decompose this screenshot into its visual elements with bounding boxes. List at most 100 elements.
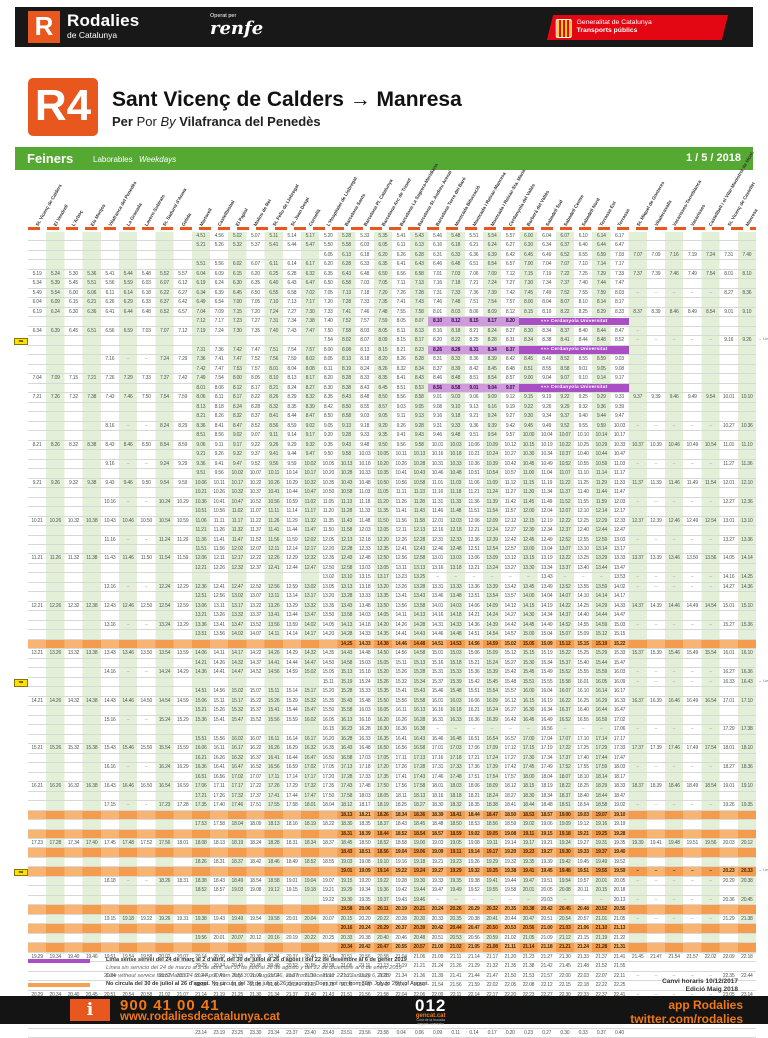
time-cell: 17.17	[613, 735, 626, 742]
time-cell: 13.58	[413, 602, 426, 609]
time-cell: 13.01	[722, 517, 735, 524]
time-cell: 8.02	[305, 356, 315, 363]
skip-cell: –	[690, 915, 694, 922]
daytype-ca: Feiners	[27, 151, 74, 166]
time-cell: 14.32	[67, 697, 80, 704]
time-cell: 8.59	[596, 356, 606, 363]
time-cell: 19.28	[613, 830, 626, 837]
time-cell: 14.46	[395, 640, 407, 647]
time-cell: 20.36	[722, 896, 735, 903]
time-cell: 7.48	[378, 308, 388, 315]
table-row: 14.16– –14.24 14.29 14.36 14.41 14.47 14.52 14.…	[28, 668, 756, 678]
time-cell: 8.48	[451, 375, 461, 382]
time-cell: 18.11	[395, 792, 407, 799]
time-cell: 9.37	[560, 413, 570, 420]
time-cell: 16.43	[340, 745, 353, 752]
time-cell: 9.47	[305, 451, 315, 458]
time-cell: 12.59	[176, 602, 189, 609]
time-cell: 13.04	[540, 545, 553, 552]
time-cell: 16.15	[322, 726, 335, 733]
time-cell: 7.52	[251, 356, 260, 363]
time-cell: 7.54	[160, 394, 169, 401]
time-cell: 19.25	[595, 830, 608, 837]
time-cell: 15.25	[577, 650, 589, 657]
skip-cell: –	[654, 574, 658, 581]
time-cell: 8.56	[396, 394, 406, 401]
time-cell: 12.56	[395, 555, 407, 562]
time-cell: 18.44	[595, 792, 608, 799]
time-cell: 5.14	[287, 233, 297, 239]
time-cell: 12.32	[67, 602, 80, 609]
time-cell: 15.54	[158, 745, 171, 752]
time-cell: 19.34	[358, 887, 371, 894]
time-cell: 14.38	[377, 640, 389, 647]
time-cell: 14.37	[559, 612, 571, 619]
time-cell: 11.52	[559, 498, 571, 505]
time-cell: 19.01	[340, 868, 353, 875]
time-cell: 19.31	[595, 840, 608, 846]
table-row: 14.21 14.26 14.32 14.37 14.41 14.44 14.47 14.50…	[28, 659, 756, 669]
time-cell: 10.44	[595, 451, 608, 458]
time-cell: 14.37	[631, 602, 644, 609]
time-cell: 13.31	[431, 583, 444, 590]
time-cell: 13.39	[486, 583, 498, 590]
time-cell: 6.59	[596, 251, 606, 258]
time-cell: 10.47	[231, 498, 244, 505]
time-cell: 21.35	[504, 963, 517, 970]
time-cell: 21.21	[340, 972, 353, 979]
time-cell: 15.13	[340, 669, 353, 676]
time-cell: 15.29	[595, 650, 608, 657]
time-cell: 9.22	[524, 403, 533, 410]
time-cell: 7.15	[69, 375, 78, 382]
time-cell: 13.49	[540, 583, 553, 590]
time-cell: 9.51	[196, 470, 206, 477]
time-cell: 7.04	[196, 308, 206, 315]
time-cell: 5.41	[105, 270, 115, 277]
time-cell: 12.20	[377, 536, 389, 543]
skip-cell: –	[654, 802, 658, 809]
skip-cell: –	[563, 726, 567, 733]
time-cell: 17.20	[322, 773, 335, 780]
time-cell: 21.47	[486, 972, 498, 979]
time-cell: 14.14	[741, 555, 753, 562]
time-cell: 9.37	[251, 451, 260, 458]
skip-cell: –	[636, 896, 639, 903]
time-cell: 15.36	[741, 621, 753, 628]
time-cell: 20.11	[577, 887, 589, 894]
skip-cell: –	[690, 972, 694, 979]
time-cell: 16.41	[395, 735, 407, 742]
time-cell: 18.06	[468, 783, 480, 790]
time-cell: 13.59	[595, 583, 608, 590]
time-cell: 19.33	[431, 877, 444, 884]
time-cell: 17.45	[522, 764, 535, 771]
table-row: 9.21 9.26 9.32 9.38 9.43 9.46 9.50 9.54 9.59 10.0…	[28, 479, 756, 489]
time-cell: 20.06	[358, 906, 371, 913]
time-cell: 20.08	[559, 887, 571, 894]
time-cell: 17.35	[377, 773, 389, 780]
time-cell: 14.36	[195, 669, 207, 676]
time-cell: 16.46	[122, 783, 134, 790]
time-cell: 15.59	[286, 716, 298, 723]
time-cell: 21.25	[231, 991, 244, 998]
time-cell: 12.51	[195, 593, 207, 600]
time-cell: 19.56	[195, 934, 207, 941]
time-cell: 10.03	[449, 441, 462, 448]
time-cell: 8.41	[214, 422, 224, 429]
table-row: 13.51 13.56 14.02 14.07 14.11 14.14 14.17 14.20…	[28, 630, 756, 640]
time-cell: 10.24	[158, 498, 171, 505]
time-cell: 9.26	[269, 441, 279, 448]
time-cell: 7.30	[305, 308, 315, 315]
time-cell: 9.26	[542, 403, 552, 410]
time-cell: 13.55	[577, 583, 589, 590]
time-cell: 18.57	[213, 887, 225, 894]
time-cell: 18.35	[468, 802, 480, 809]
time-cell: 15.56	[267, 716, 280, 723]
time-cell: 17.43	[340, 783, 353, 790]
time-cell: 9.29	[178, 460, 188, 467]
time-cell: 20.53	[449, 934, 462, 941]
time-cell: 10.19	[540, 441, 553, 448]
time-cell: 11.26	[268, 517, 280, 524]
time-cell: 18.46	[267, 858, 280, 865]
time-cell: 14.55	[577, 621, 589, 628]
time-cell: 16.02	[304, 716, 316, 723]
